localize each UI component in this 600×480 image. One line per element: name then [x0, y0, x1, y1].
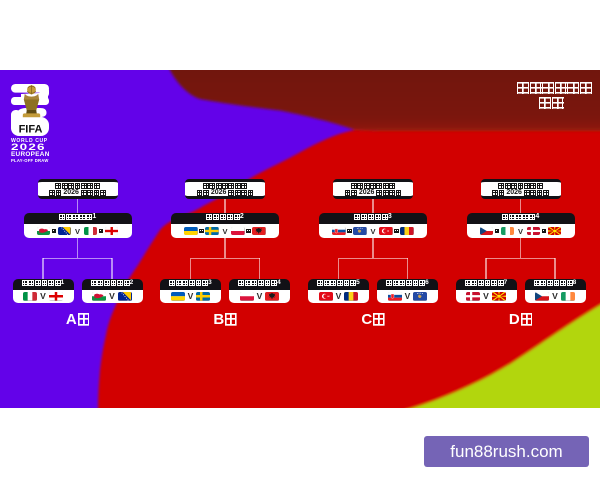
svg-text:FIFA: FIFA: [19, 123, 43, 135]
